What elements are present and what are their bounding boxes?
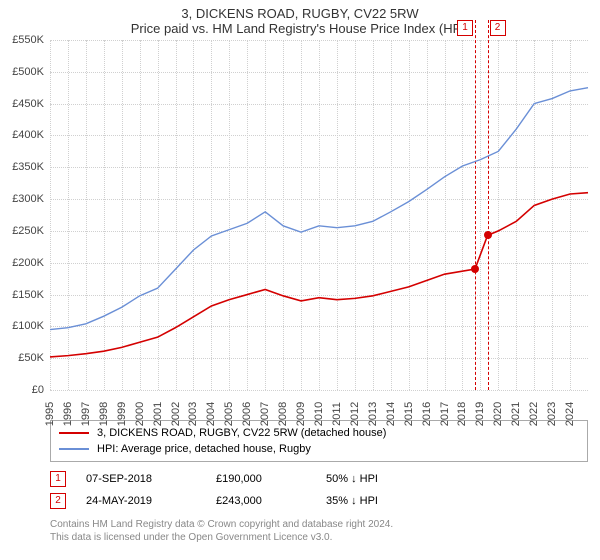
y-tick-label: £200K [12,257,50,269]
x-tick-label: 1995 [44,402,56,426]
x-tick-label: 2005 [223,402,235,426]
x-tick-label: 2017 [439,402,451,426]
x-tick-label: 2013 [367,402,379,426]
x-tick-label: 2021 [510,402,522,426]
sale-event-badge: 2 [50,493,66,509]
x-tick-label: 2020 [492,402,504,426]
x-tick-label: 1999 [116,402,128,426]
y-tick-label: £50K [18,352,50,364]
title-line-2: Price paid vs. HM Land Registry's House … [0,21,600,40]
sale-event-price: £190,000 [216,473,306,485]
x-tick-label: 2011 [331,402,343,426]
sale-event-date: 07-SEP-2018 [86,473,196,485]
x-tick-label: 2003 [187,402,199,426]
x-tick-label: 2019 [474,402,486,426]
x-tick-label: 2008 [277,402,289,426]
series-line-price_paid [50,193,588,357]
x-tick-label: 2012 [349,402,361,426]
y-tick-label: £300K [12,193,50,205]
sale-event-date: 24-MAY-2019 [86,495,196,507]
legend: 3, DICKENS ROAD, RUGBY, CV22 5RW (detach… [50,420,588,462]
footer-line-1: Contains HM Land Registry data © Crown c… [50,518,588,531]
x-tick-label: 1998 [98,402,110,426]
x-tick-label: 2006 [241,402,253,426]
x-tick-label: 2022 [528,402,540,426]
y-tick-label: £550K [12,34,50,46]
y-tick-label: £400K [12,129,50,141]
sale-event-delta: 35% ↓ HPI [326,495,426,507]
sale-event-row: 2 24-MAY-2019 £243,000 35% ↓ HPI [50,490,588,512]
x-tick-label: 2000 [134,402,146,426]
legend-item: 3, DICKENS ROAD, RUGBY, CV22 5RW (detach… [59,425,579,441]
y-tick-label: £100K [12,320,50,332]
x-tick-label: 2024 [564,402,576,426]
footer-attribution: Contains HM Land Registry data © Crown c… [50,518,588,544]
legend-label: 3, DICKENS ROAD, RUGBY, CV22 5RW (detach… [97,427,386,439]
gridline-h [50,390,588,391]
legend-swatch [59,432,89,434]
sale-marker-badge: 2 [490,20,506,36]
x-tick-label: 2009 [295,402,307,426]
x-tick-label: 2001 [152,402,164,426]
sale-event-badge: 1 [50,471,66,487]
x-tick-label: 2016 [421,402,433,426]
chart: £0£50K£100K£150K£200K£250K£300K£350K£400… [50,40,588,390]
x-tick-label: 2007 [259,402,271,426]
x-tick-label: 2018 [456,402,468,426]
x-tick-label: 2002 [170,402,182,426]
y-tick-label: £0 [32,384,50,396]
chart-series [50,40,588,390]
y-tick-label: £450K [12,98,50,110]
sale-events: 1 07-SEP-2018 £190,000 50% ↓ HPI 2 24-MAY-201… [50,468,588,512]
x-tick-label: 2015 [403,402,415,426]
y-tick-label: £350K [12,161,50,173]
y-tick-label: £250K [12,225,50,237]
series-line-hpi [50,88,588,330]
sale-event-price: £243,000 [216,495,306,507]
footer-line-2: This data is licensed under the Open Gov… [50,531,588,544]
title-line-1: 3, DICKENS ROAD, RUGBY, CV22 5RW [0,0,600,21]
y-tick-label: £150K [12,289,50,301]
legend-swatch [59,448,89,450]
x-tick-label: 2023 [546,402,558,426]
sale-marker-badge: 1 [457,20,473,36]
legend-label: HPI: Average price, detached house, Rugb… [97,443,311,455]
x-tick-label: 2010 [313,402,325,426]
x-tick-label: 1997 [80,402,92,426]
sale-event-row: 1 07-SEP-2018 £190,000 50% ↓ HPI [50,468,588,490]
x-tick-label: 2014 [385,402,397,426]
x-tick-label: 2004 [205,402,217,426]
x-tick-label: 1996 [62,402,74,426]
sale-event-delta: 50% ↓ HPI [326,473,426,485]
y-tick-label: £500K [12,66,50,78]
legend-item: HPI: Average price, detached house, Rugb… [59,441,579,457]
